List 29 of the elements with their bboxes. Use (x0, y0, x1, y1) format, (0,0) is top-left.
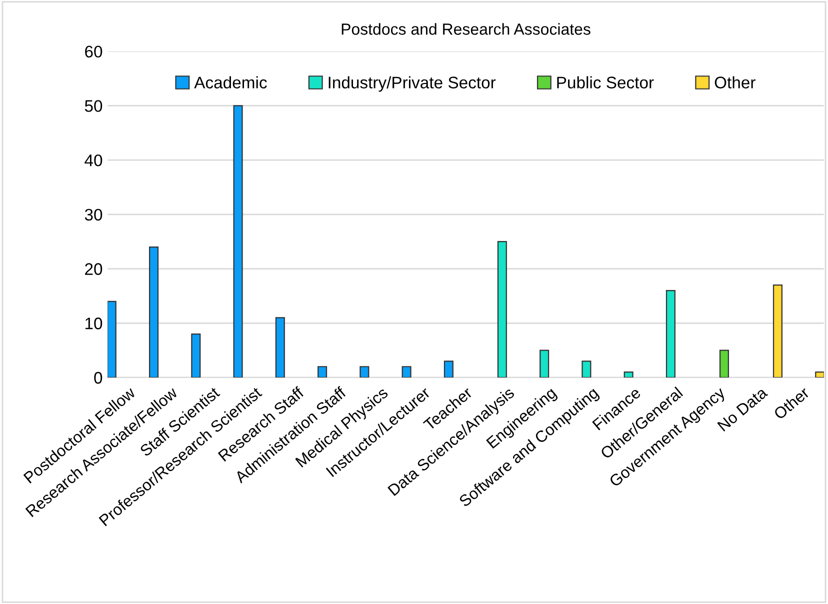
bar (497, 241, 507, 378)
bar (233, 105, 243, 378)
bar (108, 300, 116, 378)
bar (402, 366, 412, 378)
y-tick-label: 50 (84, 100, 102, 112)
bar (360, 366, 370, 378)
bar (624, 372, 634, 378)
y-tick-label: 0 (94, 372, 102, 384)
bar (815, 372, 824, 378)
bar (719, 350, 729, 378)
legend-label: Other (714, 76, 756, 88)
y-tick-label: 40 (84, 154, 102, 166)
legend-label: Public Sector (557, 76, 654, 88)
y-tick-label: 10 (86, 318, 102, 330)
bar (772, 284, 782, 378)
y-tick-label: 20 (85, 263, 102, 275)
y-tick-label: 60 (85, 46, 102, 58)
chart-title: Postdocs and Research Associates (342, 23, 590, 35)
bar (444, 360, 454, 378)
bar (582, 360, 592, 378)
y-tick-label: 30 (84, 208, 102, 221)
legend-label: Academic (194, 76, 267, 88)
bar (318, 366, 328, 378)
bar (275, 317, 285, 378)
bar (666, 290, 676, 378)
legend-label: Industry/Private Sector (328, 76, 496, 92)
bar (191, 333, 201, 378)
bar (149, 246, 159, 378)
bar (540, 350, 550, 378)
